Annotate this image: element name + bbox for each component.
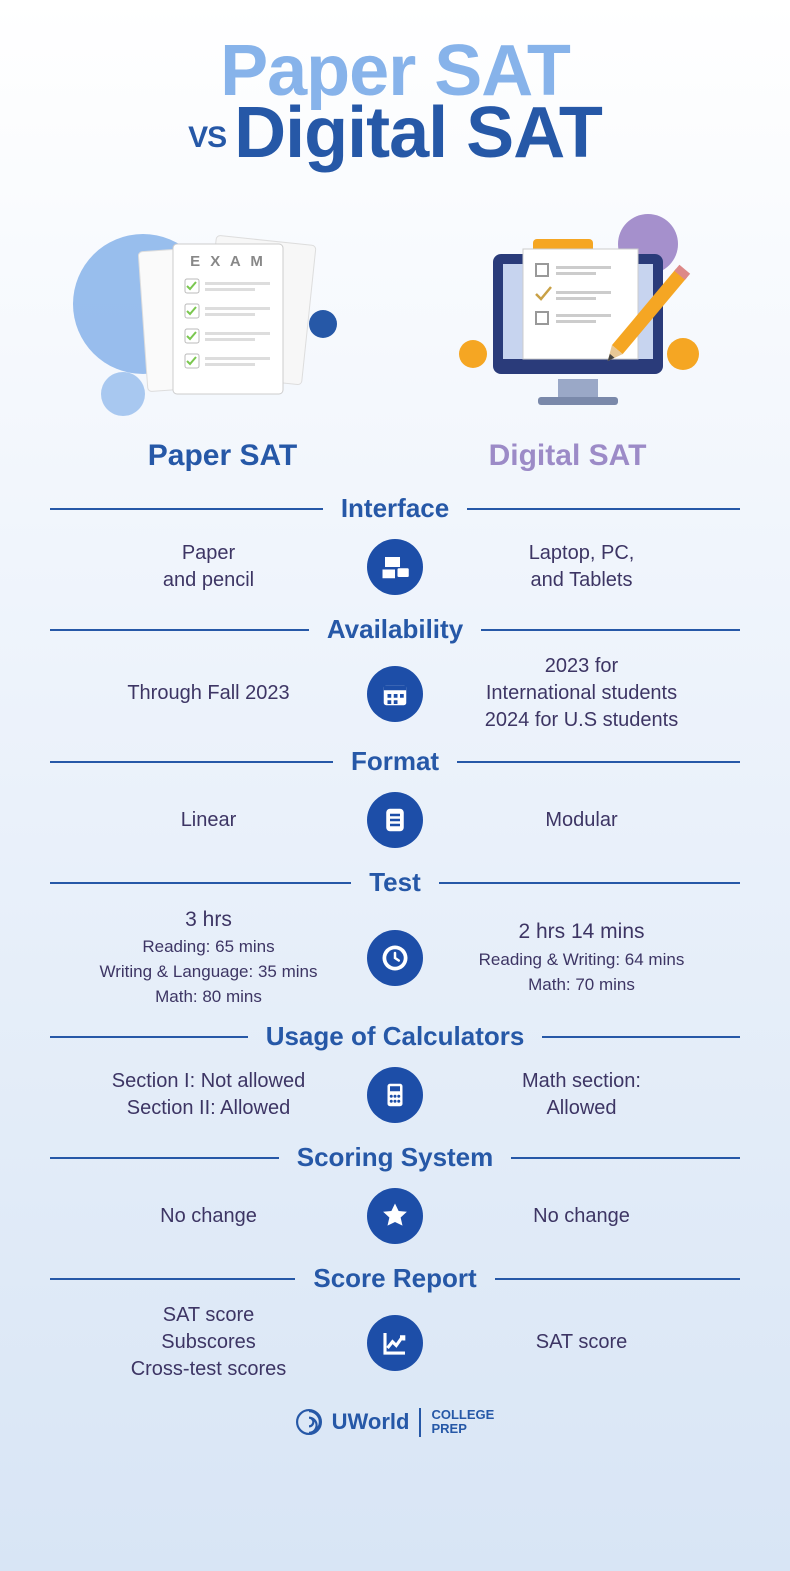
section-title: Interface <box>323 493 467 524</box>
section-test: Test 3 hrsReading: 65 minsWriting & Lang… <box>50 867 740 1009</box>
divider-line <box>457 761 740 763</box>
svg-text:E X A M: E X A M <box>190 253 266 270</box>
illustrations-row: E X A M <box>50 204 740 424</box>
chart-icon <box>367 1315 423 1371</box>
section-header: Usage of Calculators <box>50 1021 740 1052</box>
title-line-2: VSDigital SAT <box>50 92 740 174</box>
vs-label: VS <box>188 121 226 154</box>
divider-line <box>481 629 740 631</box>
section-usage-of-calculators: Usage of Calculators Section I: Not allo… <box>50 1021 740 1130</box>
section-left-value: Linear <box>50 807 367 834</box>
divider-line <box>50 508 323 510</box>
star-icon <box>367 1188 423 1244</box>
digital-exam-illustration <box>418 204 718 424</box>
footer-subbrand: COLLEGEPREP <box>419 1408 494 1437</box>
section-header: Test <box>50 867 740 898</box>
left-column-label: Paper SAT <box>50 439 395 473</box>
section-body: Linear Modular <box>50 785 740 855</box>
title-block: Paper SAT VSDigital SAT <box>50 30 740 174</box>
section-right-value: Laptop, PC,and Tablets <box>423 540 740 594</box>
footer-logo: UWorld COLLEGEPREP <box>50 1408 740 1437</box>
divider-line <box>511 1157 740 1159</box>
section-title: Score Report <box>295 1263 494 1294</box>
section-interface: Interface Paperand pencil Laptop, PC,and … <box>50 493 740 602</box>
section-score-report: Score Report SAT scoreSubscoresCross-tes… <box>50 1263 740 1383</box>
section-scoring-system: Scoring System No change No change <box>50 1142 740 1251</box>
title-line-2-text: Digital SAT <box>234 93 602 173</box>
section-body: No change No change <box>50 1181 740 1251</box>
divider-line <box>467 508 740 510</box>
section-right-value: 2023 forInternational students2024 for U… <box>423 653 740 734</box>
section-right-value: No change <box>423 1203 740 1230</box>
section-header: Interface <box>50 493 740 524</box>
section-body: Through Fall 2023 2023 forInternational s… <box>50 653 740 734</box>
section-availability: Availability Through Fall 2023 2023 forIn… <box>50 614 740 734</box>
section-left-value: 3 hrsReading: 65 minsWriting & Language:… <box>50 906 367 1009</box>
comparison-sections: Interface Paperand pencil Laptop, PC,and … <box>50 493 740 1383</box>
divider-line <box>50 761 333 763</box>
divider-line <box>50 882 351 884</box>
section-left-value: Paperand pencil <box>50 540 367 594</box>
calendar-icon <box>367 666 423 722</box>
section-left-value: SAT scoreSubscoresCross-test scores <box>50 1302 367 1383</box>
clock-icon <box>367 930 423 986</box>
divider-line <box>495 1278 740 1280</box>
divider-line <box>542 1036 740 1038</box>
section-title: Format <box>333 746 457 777</box>
section-right-value: 2 hrs 14 minsReading & Writing: 64 minsM… <box>423 918 740 996</box>
section-body: SAT scoreSubscoresCross-test scores SAT s… <box>50 1302 740 1383</box>
column-labels: Paper SAT Digital SAT <box>50 439 740 473</box>
section-format: Format Linear Modular <box>50 746 740 855</box>
section-title: Usage of Calculators <box>248 1021 543 1052</box>
footer-brand: UWorld <box>332 1409 410 1435</box>
divider-line <box>50 1157 279 1159</box>
right-column-label: Digital SAT <box>395 439 740 473</box>
section-title: Test <box>351 867 439 898</box>
devices-icon <box>367 539 423 595</box>
section-body: 3 hrsReading: 65 minsWriting & Language:… <box>50 906 740 1009</box>
section-right-value: Modular <box>423 807 740 834</box>
section-title: Availability <box>309 614 481 645</box>
section-header: Availability <box>50 614 740 645</box>
section-left-value: No change <box>50 1203 367 1230</box>
section-left-value: Section I: Not allowedSection II: Allowe… <box>50 1068 367 1122</box>
section-title: Scoring System <box>279 1142 512 1173</box>
paper-exam-illustration: E X A M <box>73 204 373 424</box>
section-left-value: Through Fall 2023 <box>50 680 367 707</box>
divider-line <box>50 1278 295 1280</box>
divider-line <box>50 1036 248 1038</box>
calculator-icon <box>367 1067 423 1123</box>
divider-line <box>439 882 740 884</box>
section-header: Score Report <box>50 1263 740 1294</box>
uworld-swirl-icon <box>296 1409 322 1435</box>
doc-icon <box>367 792 423 848</box>
section-header: Format <box>50 746 740 777</box>
section-body: Section I: Not allowedSection II: Allowe… <box>50 1060 740 1130</box>
section-right-value: Math section:Allowed <box>423 1068 740 1122</box>
section-body: Paperand pencil Laptop, PC,and Tablets <box>50 532 740 602</box>
section-right-value: SAT score <box>423 1329 740 1356</box>
divider-line <box>50 629 309 631</box>
section-header: Scoring System <box>50 1142 740 1173</box>
